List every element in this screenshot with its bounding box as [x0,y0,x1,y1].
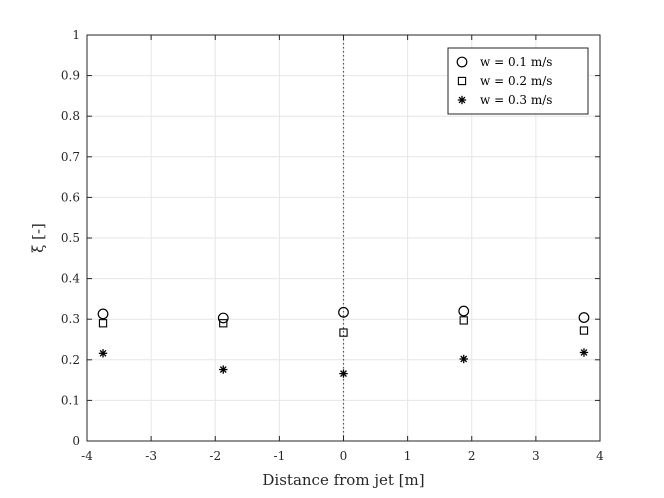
data-point-circle [217,312,229,324]
x-tick-label: -4 [81,449,93,463]
x-tick-label: 4 [596,449,604,463]
y-tick-label: 0.2 [61,353,80,367]
x-tick-label: 2 [468,449,476,463]
y-axis-label: ξ [-] [29,223,47,253]
data-point-square [579,326,589,335]
y-tick-label: 0.3 [61,312,80,326]
x-tick-label: -3 [145,449,157,463]
data-point-square [339,328,348,337]
y-tick-label: 0.7 [61,150,80,164]
x-tick-label: 1 [404,449,412,463]
axis-ticks: -4 -3 -2 -1 0 1 2 3 4 0 0.1 0.2 0.3 0.4 0.5 0.6 0.7 0.8 0.… [61,28,604,463]
y-tick-label: 0.1 [61,393,80,407]
data-point-circle [338,306,349,318]
data-point-square [98,319,108,328]
y-tick-label: 1 [72,28,80,42]
data-point-circle [578,312,590,323]
x-tick-label: -2 [209,449,221,463]
data-point-circle [97,308,109,320]
legend-marker-square [457,76,467,86]
y-tick-label: 0.6 [61,190,80,204]
data-point-asterisk [339,369,348,378]
legend-label: w = 0.2 m/s [480,74,552,88]
data-point-asterisk [579,348,589,357]
y-tick-label: 0.5 [61,231,80,245]
legend-label: w = 0.3 m/s [480,93,552,107]
x-axis-label: Distance from jet [m] [262,471,424,489]
data-point-asterisk [459,354,468,364]
y-tick-label: 0.9 [61,69,80,83]
y-tick-label: 0 [72,434,80,448]
x-tick-label: -1 [274,449,286,463]
data-point-square [219,319,228,328]
legend-box [447,47,589,115]
data-point-square [459,316,468,325]
data-point-asterisk [98,349,108,358]
data-point-circle [458,305,470,317]
x-tick-label: 3 [532,449,540,463]
y-tick-label: 0.8 [61,109,80,123]
data-marks [97,305,590,378]
data-point-asterisk [219,365,228,374]
legend-label: w = 0.1 m/s [480,55,552,69]
legend-marker-circle [456,56,468,68]
legend: w = 0.1 m/s w = 0.2 m/s w = 0.3 m/s [447,47,589,115]
x-tick-label: 0 [340,449,348,463]
y-tick-label: 0.4 [61,272,80,286]
legend-marker-asterisk [457,95,467,105]
